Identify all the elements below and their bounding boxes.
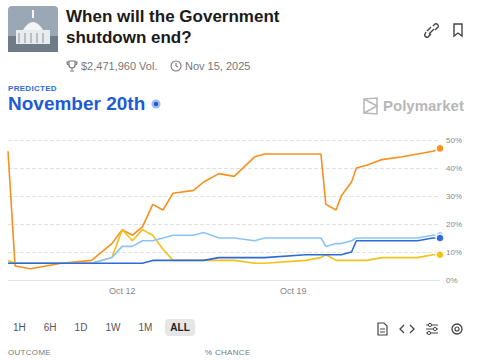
html-text:% CHANCE: % CHANCE (205, 348, 251, 357)
svg-text:Oct 12: Oct 12 (109, 286, 136, 296)
svg-text:0%: 0% (446, 276, 458, 285)
svg-text:50%: 50% (446, 136, 462, 145)
html-text:PREDICTED: PREDICTED (8, 84, 57, 93)
svg-text:30%: 30% (446, 192, 462, 201)
html-text:1M: 1M (138, 322, 153, 333)
html-text:6H: 6H (43, 322, 57, 333)
html-text:1H: 1H (13, 322, 26, 333)
svg-text:Oct 19: Oct 19 (280, 286, 307, 296)
svg-text:10%: 10% (446, 248, 462, 257)
html-text:When will the Government shutd: When will the Government shutdown end? (66, 7, 280, 47)
html-text:Polymarket: Polymarket (383, 97, 464, 114)
html-text:ALL: ALL (170, 322, 190, 333)
html-text:1W: 1W (105, 322, 121, 333)
html-text:Nov 15, 2025: Nov 15, 2025 (185, 60, 251, 72)
svg-text:40%: 40% (446, 164, 462, 173)
html-text:OUTCOME: OUTCOME (8, 348, 51, 357)
html-text:1D: 1D (74, 322, 88, 333)
html-text:November 20th: November 20th (8, 93, 146, 114)
html-text:$2,471,960 Vol.: $2,471,960 Vol. (81, 60, 158, 72)
svg-text:20%: 20% (446, 220, 462, 229)
